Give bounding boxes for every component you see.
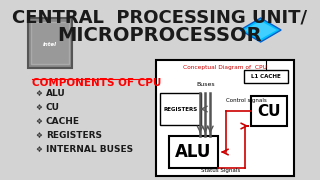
Polygon shape [244,21,277,39]
Text: MICROPROCESSOR: MICROPROCESSOR [58,26,262,45]
Text: Buses: Buses [196,82,214,87]
Text: Conceptual Diagram of  CPU: Conceptual Diagram of CPU [183,65,267,70]
Text: CU: CU [46,103,60,112]
Text: Control signals: Control signals [226,98,267,102]
Bar [28,18,72,68]
Bar [251,96,287,126]
Bar [31,22,69,64]
Text: ALU: ALU [175,143,212,161]
Text: REGISTERS: REGISTERS [163,107,197,111]
Text: ❖: ❖ [36,89,42,98]
Text: ❖: ❖ [36,117,42,126]
Text: ❖: ❖ [36,145,42,154]
Text: CENTRAL  PROCESSING UNIT/: CENTRAL PROCESSING UNIT/ [12,8,308,26]
Text: CU: CU [257,103,281,118]
Bar [244,70,288,83]
Text: CACHE: CACHE [46,117,80,126]
Bar [169,136,218,168]
Bar [160,93,201,125]
Text: intel: intel [43,42,57,46]
Text: INTERNAL BUSES: INTERNAL BUSES [46,145,133,154]
Text: Status Signals: Status Signals [201,168,240,173]
Text: ❖: ❖ [36,131,42,140]
Polygon shape [240,18,281,42]
Bar [156,60,294,176]
Text: ❖: ❖ [36,103,42,112]
Text: COMPONENTS OF CPU: COMPONENTS OF CPU [32,78,162,88]
Text: ALU: ALU [46,89,66,98]
Text: L1 CACHE: L1 CACHE [251,74,281,79]
Text: REGISTERS: REGISTERS [46,131,102,140]
